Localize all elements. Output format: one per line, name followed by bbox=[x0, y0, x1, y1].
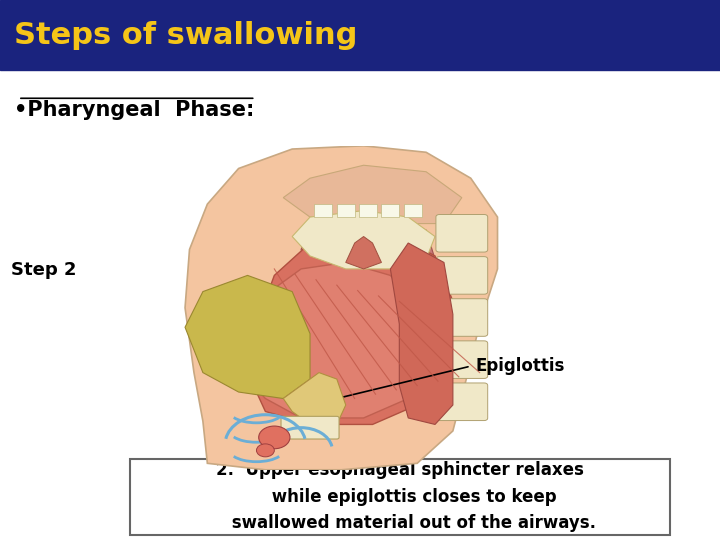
Bar bbox=[315, 204, 333, 217]
Text: 2.  Upper esophageal sphincter relaxes
     while epiglottis closes to keep
    : 2. Upper esophageal sphincter relaxes wh… bbox=[203, 461, 596, 532]
Text: •Pharyngeal  Phase:: •Pharyngeal Phase: bbox=[14, 100, 255, 120]
Polygon shape bbox=[390, 243, 453, 424]
Circle shape bbox=[256, 444, 274, 457]
Polygon shape bbox=[346, 237, 382, 269]
Bar bbox=[382, 204, 400, 217]
FancyBboxPatch shape bbox=[436, 256, 487, 294]
Bar bbox=[404, 204, 422, 217]
Text: Step 2: Step 2 bbox=[11, 261, 76, 279]
FancyBboxPatch shape bbox=[436, 299, 487, 336]
Polygon shape bbox=[248, 262, 426, 418]
Text: Epiglottis: Epiglottis bbox=[475, 357, 564, 375]
FancyBboxPatch shape bbox=[436, 214, 487, 252]
FancyBboxPatch shape bbox=[436, 383, 487, 421]
Polygon shape bbox=[185, 146, 498, 470]
Polygon shape bbox=[248, 230, 453, 424]
Bar bbox=[0, 0, 720, 70]
Circle shape bbox=[258, 426, 290, 449]
Polygon shape bbox=[292, 211, 435, 269]
FancyBboxPatch shape bbox=[281, 416, 339, 439]
Text: Steps of swallowing: Steps of swallowing bbox=[14, 21, 358, 50]
Polygon shape bbox=[185, 275, 310, 399]
Polygon shape bbox=[301, 217, 435, 292]
Polygon shape bbox=[283, 373, 346, 424]
Polygon shape bbox=[283, 165, 462, 224]
Bar bbox=[337, 204, 355, 217]
FancyBboxPatch shape bbox=[436, 341, 487, 379]
Bar bbox=[359, 204, 377, 217]
FancyBboxPatch shape bbox=[130, 459, 670, 535]
